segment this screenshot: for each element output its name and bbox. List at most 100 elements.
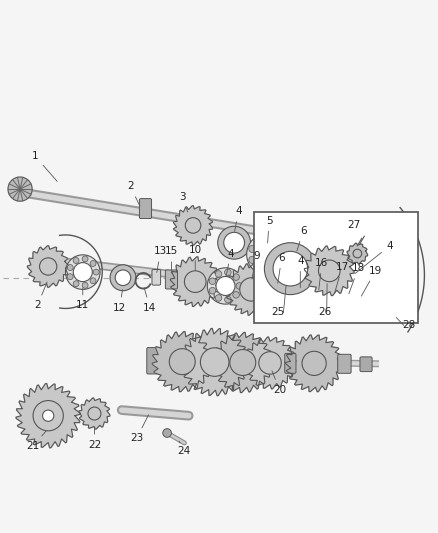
- Circle shape: [33, 401, 64, 431]
- Text: 18: 18: [349, 263, 365, 294]
- Circle shape: [259, 352, 281, 374]
- Text: 6: 6: [278, 253, 285, 283]
- Circle shape: [110, 265, 136, 290]
- Polygon shape: [304, 246, 354, 296]
- Circle shape: [215, 271, 222, 277]
- FancyBboxPatch shape: [147, 348, 160, 374]
- Circle shape: [201, 348, 229, 376]
- Circle shape: [342, 264, 364, 286]
- Circle shape: [267, 235, 274, 243]
- Circle shape: [225, 269, 231, 276]
- Circle shape: [322, 261, 341, 280]
- FancyBboxPatch shape: [338, 354, 351, 373]
- Text: 11: 11: [76, 288, 89, 310]
- Text: 26: 26: [318, 307, 332, 317]
- Text: 3: 3: [179, 192, 188, 212]
- Circle shape: [82, 282, 88, 288]
- Polygon shape: [226, 263, 277, 316]
- Circle shape: [8, 177, 32, 201]
- Polygon shape: [170, 257, 220, 306]
- Text: 4: 4: [226, 248, 234, 277]
- Circle shape: [209, 278, 216, 285]
- Circle shape: [115, 270, 131, 286]
- Circle shape: [225, 296, 231, 303]
- Text: 4: 4: [235, 206, 242, 231]
- FancyBboxPatch shape: [152, 270, 161, 285]
- Polygon shape: [79, 398, 110, 429]
- Circle shape: [233, 292, 240, 298]
- Text: 22: 22: [88, 427, 101, 450]
- Text: 20: 20: [272, 370, 286, 395]
- Circle shape: [256, 237, 263, 244]
- Text: 19: 19: [361, 266, 382, 296]
- Circle shape: [343, 295, 353, 306]
- Circle shape: [273, 252, 307, 286]
- Text: 15: 15: [165, 246, 178, 273]
- Circle shape: [346, 268, 360, 282]
- Circle shape: [169, 349, 195, 375]
- Text: 17: 17: [335, 262, 349, 293]
- Circle shape: [249, 245, 256, 253]
- Circle shape: [163, 429, 171, 437]
- Circle shape: [265, 243, 316, 295]
- Circle shape: [90, 278, 96, 284]
- Circle shape: [73, 281, 79, 287]
- Circle shape: [356, 297, 364, 306]
- Polygon shape: [347, 243, 367, 264]
- Text: 13: 13: [154, 246, 167, 272]
- Circle shape: [218, 227, 251, 259]
- Text: 9: 9: [252, 251, 260, 279]
- Circle shape: [82, 256, 88, 262]
- Circle shape: [315, 254, 348, 287]
- Circle shape: [353, 249, 362, 258]
- Polygon shape: [16, 384, 80, 448]
- Circle shape: [230, 350, 256, 375]
- Polygon shape: [173, 206, 212, 245]
- Text: 6: 6: [297, 226, 307, 251]
- Circle shape: [93, 269, 99, 275]
- Circle shape: [207, 268, 244, 304]
- Circle shape: [42, 410, 54, 421]
- Circle shape: [90, 261, 96, 266]
- Circle shape: [67, 274, 73, 280]
- Circle shape: [328, 293, 340, 306]
- Circle shape: [305, 285, 332, 311]
- Text: 14: 14: [143, 287, 156, 312]
- Circle shape: [73, 257, 79, 263]
- Text: 24: 24: [177, 441, 190, 456]
- Text: 28: 28: [403, 320, 416, 330]
- Text: 23: 23: [130, 415, 148, 443]
- Text: 2: 2: [34, 282, 47, 310]
- Polygon shape: [213, 333, 273, 393]
- Text: 1: 1: [32, 151, 57, 181]
- FancyBboxPatch shape: [166, 270, 177, 289]
- Circle shape: [247, 233, 288, 275]
- Text: 27: 27: [347, 221, 360, 230]
- Circle shape: [215, 295, 222, 301]
- Circle shape: [185, 217, 201, 233]
- Circle shape: [256, 264, 263, 272]
- Text: 25: 25: [271, 307, 284, 317]
- Bar: [254, 213, 418, 322]
- Circle shape: [276, 240, 283, 248]
- Polygon shape: [152, 332, 212, 392]
- Polygon shape: [271, 238, 321, 288]
- Circle shape: [236, 282, 243, 289]
- Circle shape: [285, 252, 307, 274]
- Circle shape: [233, 274, 240, 280]
- Text: 5: 5: [266, 216, 272, 243]
- Circle shape: [88, 407, 101, 420]
- Circle shape: [39, 258, 57, 275]
- Text: 12: 12: [113, 289, 126, 312]
- Circle shape: [284, 279, 317, 312]
- Circle shape: [240, 278, 263, 301]
- Circle shape: [66, 255, 100, 289]
- FancyBboxPatch shape: [39, 408, 57, 424]
- Circle shape: [291, 286, 310, 305]
- Polygon shape: [244, 337, 296, 389]
- FancyBboxPatch shape: [139, 199, 152, 219]
- Text: 4: 4: [297, 256, 304, 287]
- Circle shape: [339, 292, 357, 309]
- Circle shape: [224, 232, 244, 253]
- Polygon shape: [181, 328, 248, 395]
